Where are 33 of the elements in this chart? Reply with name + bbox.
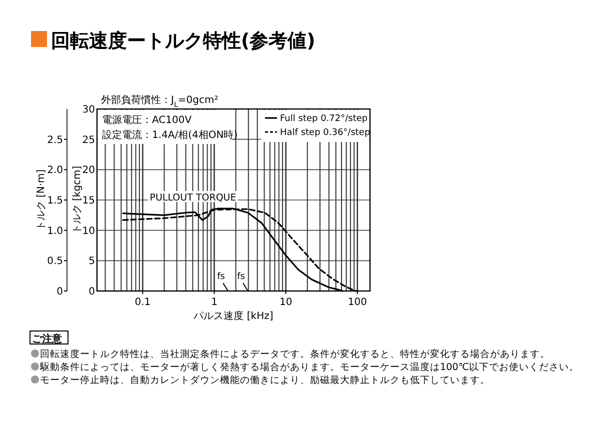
text: 回転速度ートルク特性は、当社測定条件によるデータです。条件が変化すると、特性が変化する場合があります。 [40, 348, 550, 360]
x-tick-label: 100 [348, 297, 367, 308]
text: ご注意 [32, 333, 63, 345]
y-tick-label: 25 [82, 134, 95, 146]
chart-title: 回転速度ートルク特性(参考値) [51, 30, 316, 52]
annotation: fs [217, 272, 226, 282]
legend-label: Full step 0.72°/step [280, 114, 368, 124]
y2-tick-label: 1.5 [47, 196, 63, 206]
y-tick-label: 10 [82, 226, 95, 237]
y2-tick-label: 2.0 [47, 165, 63, 176]
y2-tick-label: 2.5 [47, 134, 63, 146]
x-tick-label: 0.1 [134, 297, 151, 308]
annotation: 電源電圧：AC100V [102, 114, 192, 126]
x-tick-label: 1 [211, 297, 218, 308]
text: 外部負荷慣性：J$_{L}$=0gcm² [101, 94, 218, 109]
y-tick-label: 15 [82, 196, 95, 206]
annotation: fs [237, 272, 246, 282]
legend-label: Half step 0.36°/step [280, 128, 370, 138]
annotation: PULLOUT TORQUE [150, 192, 236, 204]
y2-tick-label: 0.5 [47, 256, 63, 268]
y-tick-label: 5 [88, 256, 95, 268]
text: モーター停止時は、自動カレントダウン機能の働きにより、励磁最大静止トルクも低下しています。 [40, 374, 490, 386]
y2-tick-label: 1.0 [47, 226, 63, 237]
annotation: 設定電流：1.4A/相(4相ON時) [102, 129, 238, 141]
y2-axis-title: トルク [N·m] [36, 169, 47, 231]
x-axis-title: パルス速度 [kHz] [192, 310, 274, 322]
y2-tick-label: 0 [56, 286, 63, 298]
y-tick-label: 20 [82, 165, 95, 176]
y-axis-title: トルク [kgcm] [72, 166, 83, 234]
x-tick-label: 10 [279, 297, 292, 308]
text: 駆動条件によっては、モーターが著しく発熱する場合があります。モーターケース温度は100℃以下でお使いください。 [39, 361, 580, 373]
y-tick-label: 0 [88, 286, 95, 298]
y-tick-label: 30 [82, 104, 95, 116]
